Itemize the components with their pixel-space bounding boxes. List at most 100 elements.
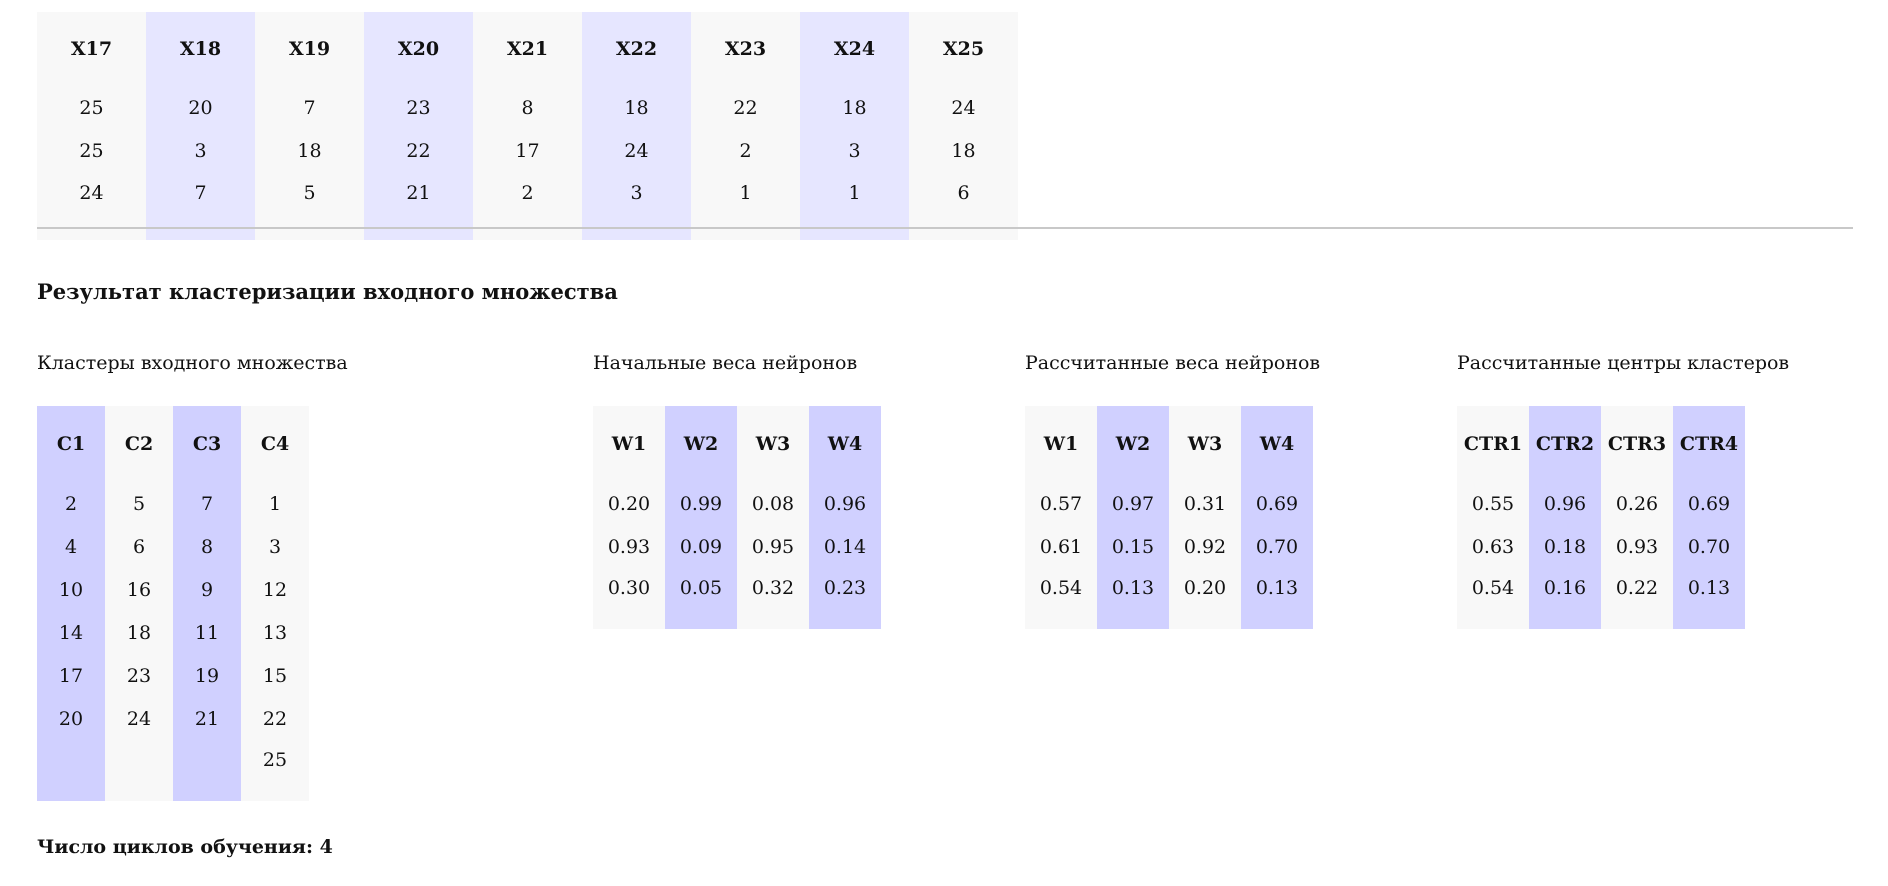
table-cell: 23 — [364, 86, 473, 129]
cluster-centers-title: Рассчитанные центры кластеров — [1457, 352, 1790, 374]
table-cell: 0.63 — [1457, 525, 1529, 568]
table-cell: 0.70 — [1241, 525, 1313, 568]
table-cell: 7 — [255, 86, 364, 129]
initial-weights-table: W1 W2 W3 W4 0.20 0.99 0.08 0.96 0.93 0.09 0.95 0.1… — [593, 406, 881, 629]
table-cell: 19 — [173, 654, 241, 697]
table-cell: 0.15 — [1097, 525, 1169, 568]
table-row: 0.30 0.05 0.32 0.23 — [593, 568, 881, 629]
cluster-centers-table: CTR1 CTR2 CTR3 CTR4 0.55 0.96 0.26 0.69 0.63 0.1… — [1457, 406, 1745, 629]
table-cell: 0.70 — [1673, 525, 1745, 568]
table-cell: 0.23 — [809, 568, 881, 629]
column-header: CTR1 — [1457, 406, 1529, 482]
table-row: 0.61 0.15 0.92 0.70 — [1025, 525, 1313, 568]
table-cell: 7 — [173, 482, 241, 525]
table-header-row: W1 W2 W3 W4 — [1025, 406, 1313, 482]
table-cell: 0.16 — [1529, 568, 1601, 629]
table-cell: 0.55 — [1457, 482, 1529, 525]
table-row: 25 3 18 22 17 24 2 3 18 — [37, 129, 1018, 172]
table-cell: 0.99 — [665, 482, 737, 525]
table-cell: 5 — [255, 172, 364, 240]
table-cell: 18 — [909, 129, 1018, 172]
table-cell: 3 — [146, 129, 255, 172]
table-row: 0.20 0.99 0.08 0.96 — [593, 482, 881, 525]
column-header: X19 — [255, 12, 364, 86]
column-header: CTR3 — [1601, 406, 1673, 482]
table-cell: 17 — [37, 654, 105, 697]
table-cell: 0.31 — [1169, 482, 1241, 525]
table-header-row: C1 C2 C3 C4 — [37, 406, 309, 482]
table-row: 24 7 5 21 2 3 1 1 6 — [37, 172, 1018, 240]
clusters-title: Кластеры входного множества — [37, 352, 348, 374]
column-header: X23 — [691, 12, 800, 86]
table-cell: 15 — [241, 654, 309, 697]
table-cell: 21 — [364, 172, 473, 240]
table-row: 0.54 0.16 0.22 0.13 — [1457, 568, 1745, 629]
table-cell: 0.61 — [1025, 525, 1097, 568]
table-cell: 0.08 — [737, 482, 809, 525]
table-row: 0.54 0.13 0.20 0.13 — [1025, 568, 1313, 629]
column-header: X22 — [582, 12, 691, 86]
column-header: W2 — [665, 406, 737, 482]
calculated-weights-title: Рассчитанные веса нейронов — [1025, 352, 1321, 374]
table-cell: 14 — [37, 611, 105, 654]
table-cell: 24 — [582, 129, 691, 172]
column-header: C3 — [173, 406, 241, 482]
table-cell: 22 — [364, 129, 473, 172]
column-header: W3 — [737, 406, 809, 482]
initial-weights-title: Начальные веса нейронов — [593, 352, 858, 374]
training-cycles-label: Число циклов обучения: — [37, 836, 313, 858]
table-cell: 24 — [105, 697, 173, 740]
column-header: W4 — [1241, 406, 1313, 482]
section-title: Результат кластеризации входного множест… — [37, 279, 618, 304]
table-cell — [105, 740, 173, 801]
table-cell: 0.96 — [1529, 482, 1601, 525]
table-cell: 2 — [473, 172, 582, 240]
table-cell: 18 — [255, 129, 364, 172]
table-cell: 8 — [173, 525, 241, 568]
table-cell: 1 — [691, 172, 800, 240]
table-cell: 0.14 — [809, 525, 881, 568]
table-cell: 24 — [909, 86, 1018, 129]
table-cell: 16 — [105, 568, 173, 611]
table-cell: 0.54 — [1457, 568, 1529, 629]
table-cell: 9 — [173, 568, 241, 611]
table-cell: 0.13 — [1673, 568, 1745, 629]
column-header: X17 — [37, 12, 146, 86]
table-cell: 0.30 — [593, 568, 665, 629]
table-row: 25 — [37, 740, 309, 801]
table-cell: 1 — [800, 172, 909, 240]
column-header: C2 — [105, 406, 173, 482]
table-cell: 0.22 — [1601, 568, 1673, 629]
table-cell: 2 — [37, 482, 105, 525]
table-cell: 18 — [582, 86, 691, 129]
table-header-row: W1 W2 W3 W4 — [593, 406, 881, 482]
column-header: W4 — [809, 406, 881, 482]
table-cell: 18 — [105, 611, 173, 654]
table-cell: 0.09 — [665, 525, 737, 568]
table-cell: 24 — [37, 172, 146, 240]
column-header: C1 — [37, 406, 105, 482]
column-header: W3 — [1169, 406, 1241, 482]
table-cell: 0.93 — [593, 525, 665, 568]
column-header: X25 — [909, 12, 1018, 86]
table-cell: 6 — [909, 172, 1018, 240]
table-header-row: CTR1 CTR2 CTR3 CTR4 — [1457, 406, 1745, 482]
table-cell: 3 — [241, 525, 309, 568]
horizontal-divider — [37, 227, 1853, 229]
column-header: CTR2 — [1529, 406, 1601, 482]
table-cell: 0.93 — [1601, 525, 1673, 568]
table-cell: 7 — [146, 172, 255, 240]
table-cell: 25 — [241, 740, 309, 801]
table-cell: 0.20 — [1169, 568, 1241, 629]
column-header: W2 — [1097, 406, 1169, 482]
table-cell: 3 — [582, 172, 691, 240]
table-cell: 20 — [146, 86, 255, 129]
column-header: W1 — [593, 406, 665, 482]
table-row: 0.63 0.18 0.93 0.70 — [1457, 525, 1745, 568]
table-cell: 0.18 — [1529, 525, 1601, 568]
table-row: 17 23 19 15 — [37, 654, 309, 697]
table-cell: 13 — [241, 611, 309, 654]
table-row: 0.57 0.97 0.31 0.69 — [1025, 482, 1313, 525]
table-cell: 0.69 — [1241, 482, 1313, 525]
